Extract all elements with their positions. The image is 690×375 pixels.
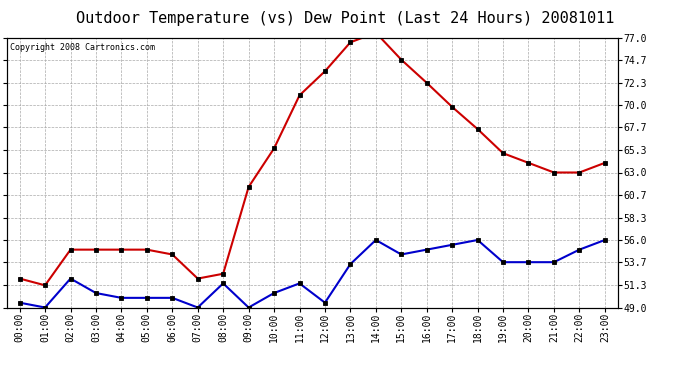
Text: Outdoor Temperature (vs) Dew Point (Last 24 Hours) 20081011: Outdoor Temperature (vs) Dew Point (Last… <box>76 11 614 26</box>
Text: Copyright 2008 Cartronics.com: Copyright 2008 Cartronics.com <box>10 43 155 52</box>
